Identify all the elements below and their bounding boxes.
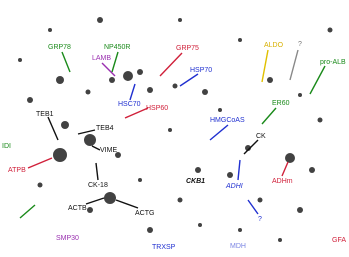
protein-label: HSC70 bbox=[118, 101, 141, 108]
protein-label: pro-ALB bbox=[320, 59, 346, 66]
protein-label: ? bbox=[298, 41, 302, 48]
protein-label: ACTB bbox=[68, 205, 87, 212]
arrows bbox=[20, 50, 325, 218]
protein-label: NP450R bbox=[104, 44, 130, 51]
protein-label: GFA bbox=[332, 237, 346, 244]
protein-label: ER60 bbox=[272, 100, 290, 107]
protein-label: TEB1 bbox=[36, 111, 54, 118]
protein-label: ADHm bbox=[272, 178, 293, 185]
protein-label: CK bbox=[256, 133, 266, 140]
protein-label: CK-18 bbox=[88, 182, 108, 189]
protein-label: GRP75 bbox=[176, 45, 199, 52]
protein-label: HMGCoAS bbox=[210, 117, 245, 124]
protein-label: ATPB bbox=[8, 167, 26, 174]
protein-label: MDH bbox=[230, 243, 246, 250]
protein-label: TEB4 bbox=[96, 125, 114, 132]
protein-label: GRP78 bbox=[48, 44, 71, 51]
protein-label: HSP70 bbox=[190, 67, 212, 74]
protein-label: VIME bbox=[100, 147, 117, 154]
protein-label: SMP30 bbox=[56, 235, 79, 242]
protein-label: ? bbox=[258, 216, 262, 223]
gel-image: GRP78 NP450R GRP75 ALDO ? pro-ALB LAMB H… bbox=[0, 0, 349, 257]
page: {"labels": ["GRP78", "NP450R", "GRP75", … bbox=[0, 0, 349, 257]
protein-label: ALDO bbox=[264, 42, 284, 49]
protein-label: CKB1 bbox=[186, 178, 205, 185]
protein-label: TRXSP bbox=[152, 244, 176, 251]
protein-label: HSP60 bbox=[146, 105, 168, 112]
protein-label: ACTG bbox=[135, 210, 154, 217]
protein-label: LAMB bbox=[92, 55, 111, 62]
protein-label: IDI bbox=[2, 143, 11, 150]
protein-label: ADHI bbox=[225, 183, 243, 190]
